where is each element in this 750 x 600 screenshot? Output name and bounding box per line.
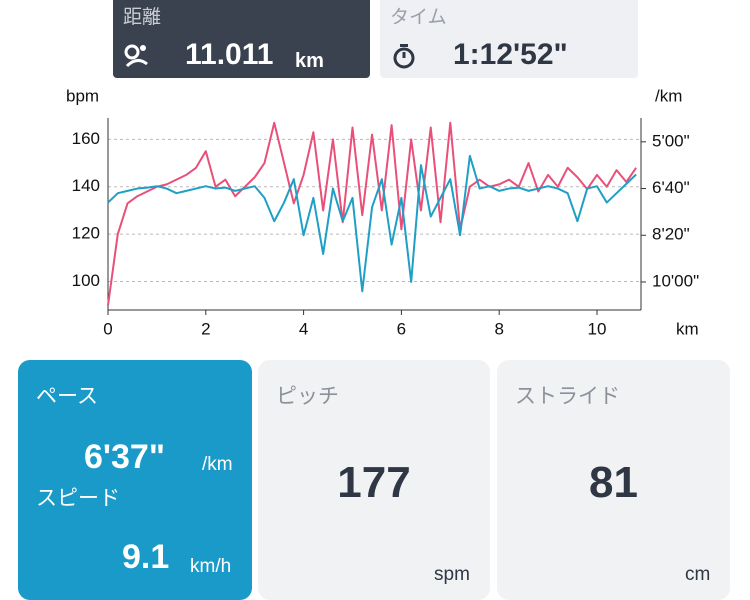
time-value: 1:12'52" <box>453 38 568 71</box>
x-tick-label: 2 <box>201 319 210 338</box>
cadence-value: 177 <box>337 458 411 507</box>
y2-axis-label: /km <box>655 86 682 105</box>
card-label: ストライド <box>515 384 620 408</box>
pace-card[interactable]: ペース 6'37" /km スピード 9.1 km/h <box>18 360 252 600</box>
speed-unit: km/h <box>190 556 232 577</box>
stride-card[interactable]: ストライド 81 cm <box>497 360 730 600</box>
y2-tick-label: 10'00" <box>652 271 699 290</box>
card-label: 距離 <box>123 6 162 28</box>
y2-tick-label: 8'20" <box>652 225 690 244</box>
data-line <box>107 154 637 293</box>
y2-tick-label: 5'00" <box>652 131 690 150</box>
x-tick-label: 6 <box>397 319 406 338</box>
y2-tick-label: 6'40" <box>652 178 690 197</box>
y-axis-label: bpm <box>66 86 99 105</box>
distance-value: 11.011 <box>185 38 274 71</box>
distance-unit: km <box>295 50 324 72</box>
card-label: ピッチ <box>276 384 339 408</box>
y-tick-label: 100 <box>72 271 100 290</box>
distance-card: 距離 11.011 km <box>113 0 370 78</box>
cadence-card[interactable]: ピッチ 177 spm <box>258 360 490 600</box>
stopwatch-icon <box>393 44 415 69</box>
route-icon <box>124 44 148 68</box>
time-card: タイム 1:12'52" <box>380 0 638 78</box>
cadence-unit: spm <box>434 564 470 585</box>
x-tick-label: 10 <box>588 319 607 338</box>
x-tick-label: 4 <box>299 319 308 338</box>
x-tick-label: 8 <box>494 319 503 338</box>
x-tick-label: 0 <box>103 319 112 338</box>
x-axis-label: km <box>676 319 699 338</box>
card-label: ペース <box>36 384 98 408</box>
y-tick-label: 140 <box>72 176 100 195</box>
y-tick-label: 160 <box>72 129 100 148</box>
pace-value: 6'37" <box>84 438 165 476</box>
pace-unit: /km <box>202 454 233 475</box>
data-line <box>107 121 637 306</box>
card-label: スピード <box>36 486 120 510</box>
y-tick-label: 120 <box>72 224 100 243</box>
speed-value: 9.1 <box>122 538 170 576</box>
card-label: タイム <box>390 6 447 28</box>
stride-unit: cm <box>685 564 711 585</box>
stride-value: 81 <box>589 458 638 507</box>
